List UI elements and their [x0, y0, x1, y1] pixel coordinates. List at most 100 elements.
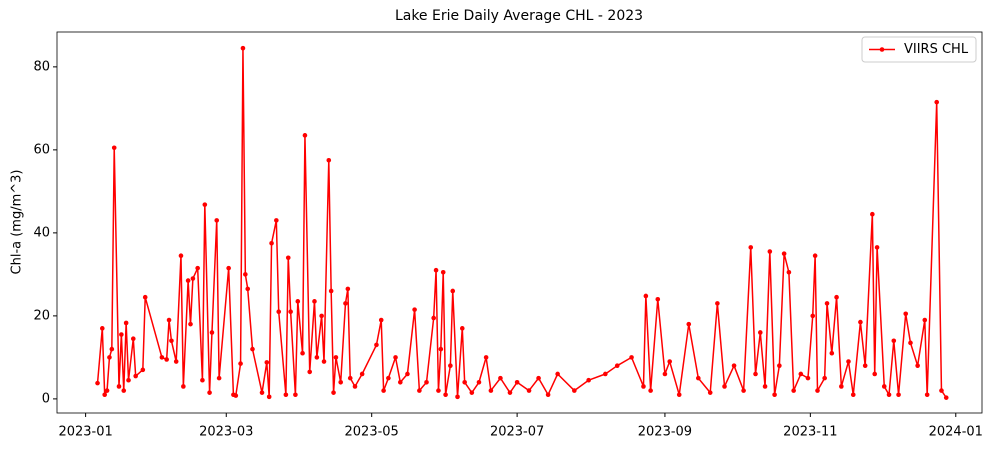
data-point: [431, 315, 436, 321]
data-point: [181, 384, 186, 389]
data-point: [178, 253, 184, 259]
data-point: [238, 361, 243, 366]
data-point: [159, 355, 165, 360]
data-point: [133, 373, 138, 379]
data-point: [359, 371, 365, 377]
data-point: [130, 336, 136, 342]
data-point: [748, 245, 754, 250]
data-point: [459, 326, 465, 331]
data-point: [233, 393, 239, 398]
data-point: [483, 355, 489, 360]
data-point: [276, 309, 282, 315]
y-tick-label: 40: [33, 225, 50, 240]
data-point: [314, 355, 320, 360]
data-point: [226, 265, 231, 271]
data-point: [333, 355, 339, 360]
data-point: [240, 45, 246, 51]
data-point: [345, 286, 351, 292]
data-point: [173, 359, 179, 364]
data-point: [643, 293, 649, 299]
data-point: [934, 99, 940, 105]
data-point: [777, 363, 782, 368]
legend-label: VIIRS CHL: [904, 42, 969, 57]
data-point: [243, 272, 248, 277]
data-point: [119, 332, 124, 337]
data-point: [214, 218, 220, 223]
data-point: [169, 338, 174, 344]
data-point: [545, 392, 551, 398]
data-point: [264, 360, 270, 365]
data-point: [824, 301, 830, 306]
data-point: [190, 276, 196, 281]
data-point: [822, 375, 827, 381]
data-point: [829, 350, 835, 356]
data-point: [448, 363, 453, 368]
data-point: [696, 375, 701, 381]
data-point: [326, 157, 332, 163]
data-point: [321, 359, 327, 364]
data-point: [731, 363, 737, 368]
data-point: [209, 330, 215, 335]
data-point: [245, 286, 251, 292]
data-point: [424, 379, 429, 385]
data-point: [781, 251, 787, 256]
data-point: [202, 202, 208, 207]
data-point: [874, 245, 880, 250]
data-point: [526, 388, 532, 393]
data-point: [603, 371, 608, 377]
y-tick-label: 20: [33, 308, 50, 323]
legend-box: [861, 36, 977, 63]
data-point: [269, 240, 274, 246]
data-point: [786, 270, 792, 275]
legend-marker: [879, 47, 885, 52]
data-point: [507, 390, 513, 395]
data-point: [555, 371, 560, 377]
data-point: [307, 369, 313, 375]
data-point: [586, 377, 591, 383]
data-point: [111, 145, 117, 151]
data-point: [536, 375, 541, 381]
data-point: [815, 388, 820, 393]
data-point: [216, 375, 222, 381]
data-point: [126, 377, 131, 383]
data-point: [903, 311, 909, 317]
x-tick-label: 2023-09: [638, 425, 692, 440]
data-point: [462, 379, 467, 385]
data-point: [293, 392, 298, 398]
data-point: [166, 317, 172, 323]
data-line: [96, 47, 947, 399]
data-point: [762, 384, 768, 389]
data-point: [338, 379, 343, 385]
data-point: [140, 367, 146, 373]
data-point: [102, 392, 107, 398]
data-point: [870, 211, 875, 217]
data-point: [891, 338, 897, 344]
data-point: [922, 317, 928, 323]
data-point: [200, 377, 205, 383]
data-point: [347, 375, 353, 381]
data-point: [123, 320, 129, 326]
data-point: [107, 355, 112, 360]
x-tick-label: 2023-07: [490, 425, 544, 440]
data-point: [266, 394, 272, 400]
data-point: [767, 249, 773, 254]
data-point: [417, 388, 422, 393]
data-point: [655, 296, 661, 302]
data-point: [834, 294, 839, 300]
data-point: [943, 395, 949, 400]
data-point: [858, 319, 863, 325]
data-point: [839, 384, 844, 389]
legend: VIIRS CHL: [861, 36, 977, 63]
data-point: [810, 313, 816, 319]
data-point: [116, 384, 122, 389]
data-point: [469, 390, 475, 395]
data-point: [648, 388, 653, 393]
data-point: [872, 371, 878, 377]
data-point: [312, 299, 317, 304]
data-point: [331, 390, 336, 395]
data-point: [374, 342, 379, 348]
data-point: [295, 299, 301, 304]
data-point: [164, 357, 169, 362]
data-point: [259, 390, 265, 395]
data-point: [641, 384, 646, 389]
